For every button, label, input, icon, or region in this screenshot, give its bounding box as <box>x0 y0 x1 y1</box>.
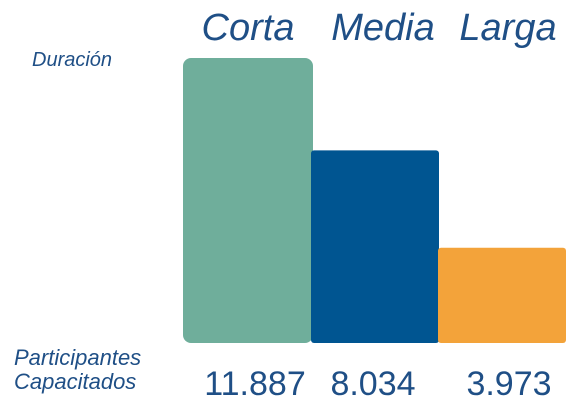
category-label-corta: Corta <box>202 7 295 49</box>
value-labels-group: 11.887 8.034 3.973 <box>204 365 551 403</box>
value-label-corta: 11.887 <box>204 365 305 403</box>
category-label-larga: Larga <box>459 7 556 49</box>
participants-row-label-line1: Participantes <box>14 345 141 370</box>
value-label-media: 8.034 <box>330 365 415 403</box>
value-label-larga: 3.973 <box>466 365 551 403</box>
category-label-media: Media <box>331 7 435 49</box>
bar-corta <box>183 58 313 343</box>
bar-larga <box>438 247 566 343</box>
bar-media <box>311 150 439 343</box>
participants-row-label-line2: Capacitados <box>14 369 136 394</box>
category-labels-group: Corta Media Larga <box>202 7 557 49</box>
bars-group <box>183 58 566 343</box>
duration-row-label: Duración <box>32 49 112 71</box>
